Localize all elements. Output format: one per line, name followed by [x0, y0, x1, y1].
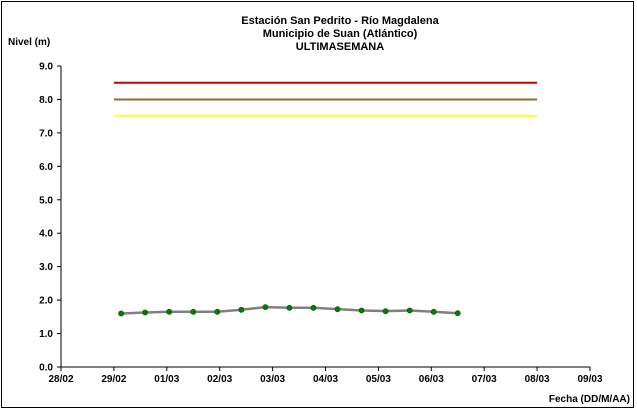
- data-point: [358, 307, 365, 314]
- x-tick-label: 29/02: [101, 374, 126, 385]
- y-tick-label: 1.0: [39, 329, 53, 340]
- y-tick-label: 2.0: [39, 296, 53, 307]
- series-level: [118, 304, 461, 317]
- chart-title-line-1: Estación San Pedrito - Río Magdalena: [241, 15, 439, 27]
- data-point: [190, 308, 197, 315]
- y-tick-label: 8.0: [39, 95, 53, 106]
- y-tick-label: 4.0: [39, 229, 53, 240]
- data-point: [262, 304, 269, 311]
- y-tick-label: 5.0: [39, 195, 53, 206]
- x-tick-label: 28/02: [48, 374, 73, 385]
- x-tick-label: 07/03: [472, 374, 497, 385]
- y-axis-label: Nivel (m): [8, 37, 50, 48]
- data-point: [166, 308, 173, 315]
- x-tick-label: 04/03: [313, 374, 338, 385]
- data-point: [142, 309, 149, 316]
- data-point: [406, 307, 413, 314]
- x-tick-label: 06/03: [419, 374, 444, 385]
- x-tick-label: 01/03: [154, 374, 179, 385]
- x-tick-label: 03/03: [260, 374, 285, 385]
- axes: 0.0 1.0 2.0 3.0 4.0 5.0 6.0 7.0 8.0 9.0 28/02 29/02…: [39, 62, 603, 386]
- data-point: [454, 310, 461, 317]
- x-tick-label: 02/03: [207, 374, 232, 385]
- y-tick-label: 9.0: [39, 62, 53, 73]
- y-tick-label: 7.0: [39, 128, 53, 139]
- data-point: [238, 306, 245, 313]
- data-point: [310, 304, 317, 311]
- data-point: [118, 310, 125, 317]
- y-tick-label: 0.0: [39, 363, 53, 374]
- data-point: [430, 308, 437, 315]
- data-point: [382, 308, 389, 315]
- chart-title-line-3: ULTIMASEMANA: [296, 41, 384, 53]
- y-tick-label: 3.0: [39, 262, 53, 273]
- x-axis-label: Fecha (DD/M/AA): [549, 394, 630, 405]
- data-point: [286, 304, 293, 311]
- data-point: [214, 308, 221, 315]
- chart-title-line-2: Municipio de Suan (Atlántico): [263, 28, 418, 40]
- y-tick-label: 6.0: [39, 162, 53, 173]
- threshold-lines: [113, 81, 538, 118]
- x-tick-label: 05/03: [366, 374, 391, 385]
- x-tick-label: 08/03: [525, 374, 550, 385]
- data-point: [334, 306, 341, 313]
- x-tick-label: 09/03: [577, 374, 602, 385]
